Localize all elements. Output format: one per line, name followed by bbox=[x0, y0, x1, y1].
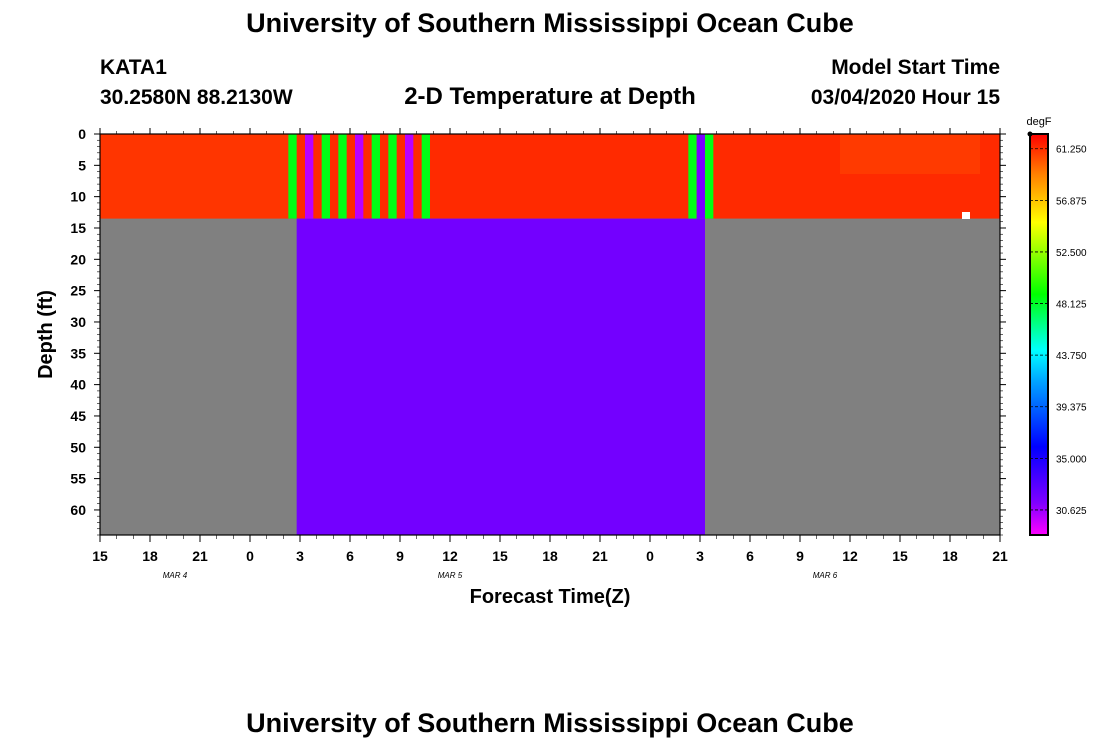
y-tick-label: 50 bbox=[70, 439, 86, 455]
x-tick-label: 15 bbox=[92, 548, 108, 564]
y-tick-label: 35 bbox=[70, 345, 86, 361]
x-tick-label: 12 bbox=[842, 548, 858, 564]
colorbar-label: 39.375 bbox=[1056, 403, 1087, 414]
anomaly-bar-11 bbox=[705, 134, 714, 219]
anomaly-bar-9 bbox=[688, 134, 697, 219]
main-title: University of Southern Mississippi Ocean… bbox=[246, 8, 854, 38]
y-tick-label: 15 bbox=[70, 220, 86, 236]
x-tick-label: 12 bbox=[442, 548, 458, 564]
x-tick-label: 18 bbox=[942, 548, 958, 564]
x-tick-label: 18 bbox=[542, 548, 558, 564]
colorbar-label: 48.125 bbox=[1056, 300, 1087, 311]
model-start-label: Model Start Time bbox=[831, 56, 1000, 79]
surface-warm-layer bbox=[100, 134, 1000, 219]
y-tick-label: 10 bbox=[70, 189, 86, 205]
date-label: MAR 6 bbox=[813, 571, 838, 580]
anomaly-bar-6 bbox=[388, 134, 397, 219]
x-tick-label: 21 bbox=[592, 548, 608, 564]
colorbar-label: 52.500 bbox=[1056, 248, 1087, 259]
x-tick-label: 3 bbox=[296, 548, 304, 564]
date-label: MAR 4 bbox=[163, 571, 188, 580]
anomaly-bar-10 bbox=[696, 134, 705, 219]
colorbar-label: 30.625 bbox=[1056, 506, 1087, 517]
white-marker bbox=[962, 212, 970, 219]
station-coordinates: 30.2580N 88.2130W bbox=[100, 86, 293, 109]
anomaly-bar-7 bbox=[405, 134, 414, 219]
x-tick-label: 21 bbox=[192, 548, 208, 564]
anomaly-bar-4 bbox=[355, 134, 364, 219]
y-axis-title: Depth (ft) bbox=[35, 290, 57, 379]
x-tick-label: 6 bbox=[346, 548, 354, 564]
x-tick-label: 0 bbox=[646, 548, 654, 564]
y-tick-label: 20 bbox=[70, 251, 86, 267]
anomaly-bar-0 bbox=[288, 134, 297, 219]
y-tick-label: 30 bbox=[70, 314, 86, 330]
colorbar-label: 43.750 bbox=[1056, 351, 1087, 362]
anomaly-bar-5 bbox=[371, 134, 380, 219]
y-tick-label: 45 bbox=[70, 408, 86, 424]
x-tick-label: 9 bbox=[396, 548, 404, 564]
anomaly-bar-3 bbox=[338, 134, 347, 219]
colorbar-unit: degF bbox=[1026, 116, 1051, 128]
plot-area bbox=[100, 134, 1000, 535]
plot-title: 2-D Temperature at Depth bbox=[404, 83, 696, 110]
surface-shade-right bbox=[840, 134, 980, 174]
colorbar-label: 56.875 bbox=[1056, 196, 1087, 207]
x-tick-label: 9 bbox=[796, 548, 804, 564]
x-axis-title: Forecast Time(Z) bbox=[470, 586, 631, 608]
y-tick-label: 40 bbox=[70, 377, 86, 393]
y-tick-label: 25 bbox=[70, 283, 86, 299]
deep-cold-layer bbox=[296, 218, 705, 535]
colorbar-corner-dot bbox=[1027, 131, 1033, 137]
y-tick-label: 60 bbox=[70, 502, 86, 518]
surface-shade-left bbox=[100, 134, 290, 219]
anomaly-bar-8 bbox=[421, 134, 430, 219]
station-id: KATA1 bbox=[100, 56, 167, 79]
colorbar-gradient bbox=[1029, 133, 1049, 536]
y-tick-label: 55 bbox=[70, 471, 86, 487]
colorbar-label: 35.000 bbox=[1056, 454, 1087, 465]
colorbar-label: 61.250 bbox=[1056, 145, 1087, 156]
anomaly-bar-1 bbox=[305, 134, 314, 219]
model-start-time: 03/04/2020 Hour 15 bbox=[810, 86, 1000, 109]
x-tick-label: 0 bbox=[246, 548, 254, 564]
date-label: MAR 5 bbox=[438, 571, 463, 580]
x-tick-label: 6 bbox=[746, 548, 754, 564]
x-tick-label: 15 bbox=[492, 548, 508, 564]
y-tick-label: 0 bbox=[78, 126, 86, 142]
anomaly-bar-2 bbox=[321, 134, 330, 219]
colorbar: degF 61.250 56.875 52.500 48.125 43.750 39.375… bbox=[1026, 116, 1087, 536]
footer-title: University of Southern Mississippi Ocean… bbox=[246, 708, 854, 738]
y-tick-label: 5 bbox=[78, 157, 86, 173]
x-tick-label: 15 bbox=[892, 548, 908, 564]
x-tick-label: 21 bbox=[992, 548, 1008, 564]
x-tick-label: 18 bbox=[142, 548, 158, 564]
x-tick-label: 3 bbox=[696, 548, 704, 564]
